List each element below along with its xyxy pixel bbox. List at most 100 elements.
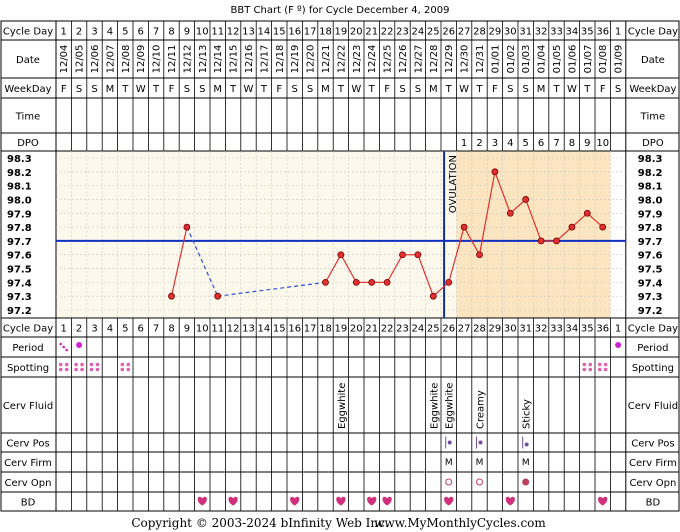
spotting-dot	[89, 362, 94, 367]
spotting-dot	[95, 367, 100, 372]
temperature-point	[445, 278, 453, 286]
spotting-dot	[582, 367, 587, 372]
temp-line-segment	[571, 212, 588, 228]
cycle-day-number-lower: 27	[458, 324, 471, 335]
row-label-cerv-pos: Cerv Pos	[6, 439, 49, 450]
y-tick-left: 97.7	[7, 237, 32, 248]
row-label-right-cycle-day: Cycle Day	[628, 324, 678, 335]
spotting-dot	[588, 367, 593, 372]
cycle-day-number: 8	[168, 27, 174, 38]
spotting-dot	[597, 362, 602, 367]
cerv-pos-dot	[447, 440, 452, 445]
y-tick-right: 97.9	[638, 209, 663, 220]
cycle-day-number-lower: 21	[365, 324, 378, 335]
cycle-day-number: 28	[473, 27, 486, 38]
spotting-dot	[582, 362, 587, 367]
period-heavy-dot	[615, 342, 622, 348]
weekday-label: M	[321, 84, 330, 95]
temp-line-segment	[494, 171, 511, 214]
cycle-day-number-lower: 26	[442, 324, 455, 335]
cerv-opn-open	[476, 478, 483, 486]
spotting-dot	[64, 362, 69, 367]
date-label: 12/14	[213, 45, 224, 74]
weekday-label: M	[537, 84, 546, 95]
weekday-label: F	[384, 84, 390, 95]
weekday-label: W	[459, 84, 469, 95]
row-label-bd: BD	[21, 498, 36, 509]
spotting-dot	[58, 367, 63, 372]
row-label-period: Period	[12, 343, 43, 354]
cycle-day-number-lower: 16	[288, 324, 301, 335]
weekday-label: W	[244, 84, 254, 95]
temperature-point	[322, 278, 329, 286]
temperature-point	[429, 292, 437, 300]
y-tick-right: 98.3	[638, 154, 663, 165]
cycle-day-number-lower: 2	[76, 324, 82, 335]
row-label-right-spotting: Spotting	[632, 363, 674, 374]
date-label: 12/16	[244, 45, 255, 74]
row-label-cerv-opn: Cerv Opn	[5, 478, 52, 489]
y-tick-left: 97.6	[7, 251, 32, 262]
cycle-day-number: 21	[365, 27, 378, 38]
cycle-day-number-lower: 4	[107, 324, 113, 335]
y-tick-right: 98.0	[638, 195, 663, 206]
temp-line-segment	[417, 254, 434, 297]
cycle-day-number: 27	[458, 27, 471, 38]
weekday-label: F	[600, 84, 606, 95]
weekday-label: M	[429, 84, 438, 95]
cycle-day-number: 11	[211, 27, 224, 38]
spotting-dot	[95, 362, 100, 367]
y-tick-left: 98.3	[7, 154, 32, 165]
cycle-day-number: 6	[138, 27, 144, 38]
cycle-day-number: 36	[596, 27, 609, 38]
date-label: 12/30	[460, 45, 471, 74]
date-label: 12/06	[90, 45, 101, 74]
date-label: 01/06	[567, 45, 578, 74]
cycle-day-number: 34	[566, 27, 579, 38]
dpo-label: 6	[538, 138, 544, 149]
y-tick-right: 98.1	[638, 182, 663, 193]
weekday-label: F	[276, 84, 282, 95]
row-label-spotting: Spotting	[7, 363, 49, 374]
spotting-dot	[120, 362, 125, 367]
row-label-cycle-day: Cycle Day	[3, 324, 53, 335]
y-tick-right: 97.5	[638, 265, 663, 276]
cycle-day-number: 1	[615, 27, 621, 38]
temp-line-segment	[448, 226, 465, 283]
temp-line-segment	[340, 254, 357, 283]
weekday-label: T	[368, 84, 376, 95]
row-label-right-cerv-pos: Cerv Pos	[631, 439, 674, 450]
row-label-right-dpo: DPO	[642, 138, 664, 149]
date-label: 12/04	[59, 45, 70, 74]
footer-site: www.MyMonthlyCycles.com	[374, 516, 546, 530]
cycle-day-number: 15	[273, 27, 286, 38]
weekday-label: T	[552, 84, 560, 95]
dpo-label: 10	[596, 138, 609, 149]
row-label-cerv-firm: Cerv Firm	[4, 458, 52, 469]
dpo-label: 9	[584, 138, 590, 149]
dpo-label: 3	[492, 138, 498, 149]
period-light-dot	[62, 345, 65, 349]
cycle-day-number: 10	[196, 27, 209, 38]
cycle-day-number: 13	[242, 27, 255, 38]
spotting-dot	[597, 367, 602, 372]
spotting-dot	[80, 367, 84, 372]
cerv-fluid-label: Eggwhite	[429, 383, 440, 429]
temperature-point	[506, 209, 514, 217]
date-label: 12/10	[152, 45, 163, 74]
cycle-day-number-lower: 7	[153, 324, 159, 335]
spotting-dot	[126, 362, 131, 367]
temperature-point	[537, 237, 545, 245]
weekday-label: S	[91, 84, 97, 95]
temperature-point	[337, 251, 345, 259]
date-label: 12/22	[336, 45, 347, 74]
weekday-label: S	[615, 84, 621, 95]
bd-heart	[228, 496, 238, 506]
weekday-label: M	[106, 84, 115, 95]
cycle-day-number: 2	[76, 27, 82, 38]
spotting-dot	[80, 362, 84, 367]
weekday-label: T	[152, 84, 160, 95]
y-tick-right: 97.4	[638, 278, 663, 289]
date-label: 01/07	[583, 45, 594, 74]
